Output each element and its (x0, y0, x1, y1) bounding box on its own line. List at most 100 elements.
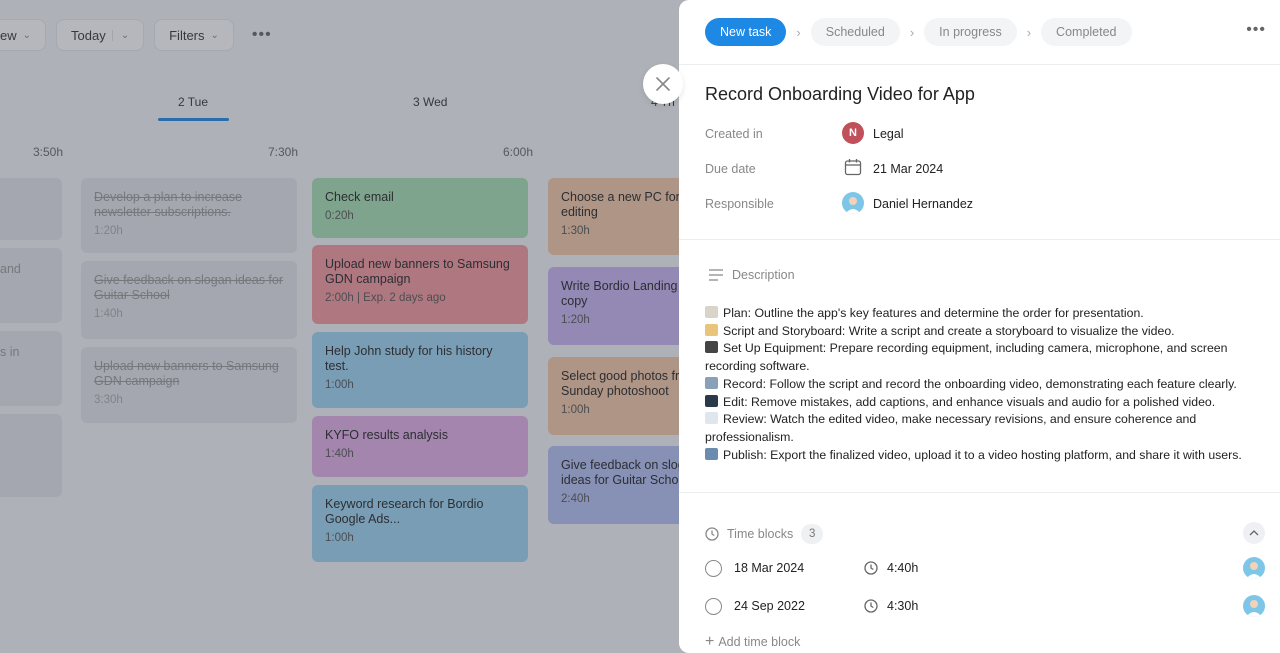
description-label: Description (732, 268, 795, 282)
chevron-down-icon: ⌄ (22, 29, 32, 41)
task-card[interactable]: s in (0, 331, 62, 406)
chevron-down-icon: ⌄ (111, 29, 129, 41)
task-card-title: Help John study for his history test. (325, 344, 493, 373)
view-select-label: ew (0, 27, 17, 43)
task-card-duration: 1:00h (325, 532, 354, 544)
more-options-icon[interactable]: ••• (1246, 21, 1266, 38)
description-line: Plan: Outline the app's key features and… (705, 305, 1265, 323)
task-card[interactable]: Give feedback on slogan ideas for Guitar… (81, 261, 297, 339)
task-card[interactable]: Write Bordio Landing copy 1:20h (548, 267, 698, 345)
arrow-right-icon (705, 447, 718, 460)
task-card-duration: 1:00h (325, 379, 354, 391)
task-card-title: KYFO results analysis (325, 428, 448, 442)
time-block-row[interactable]: 18 Mar 2024 4:40h (705, 557, 1265, 579)
status-step-scheduled[interactable]: Scheduled (810, 18, 900, 46)
time-block-date: 24 Sep 2022 (734, 599, 805, 613)
task-card-title: Develop a plan to increase newsletter su… (94, 190, 243, 219)
task-card-title: Give feedback on slogan ideas for Guitar… (94, 273, 284, 302)
time-block-row[interactable]: 24 Sep 2022 4:30h (705, 595, 1265, 617)
description-header: Description (709, 268, 795, 282)
task-card[interactable]: Check email 0:20h (312, 178, 528, 238)
task-card[interactable]: Select good photos fr Sunday photoshoot … (548, 357, 698, 435)
responsible-value[interactable]: Daniel Hernandez (873, 197, 974, 211)
chevron-right-icon: › (1026, 24, 1032, 40)
task-card-duration: 3:30h (94, 394, 123, 406)
task-card-title: Give feedback on slog ideas for Guitar S… (561, 458, 685, 487)
task-card[interactable]: and (0, 248, 62, 323)
avatar (1243, 557, 1265, 579)
project-badge: N (842, 122, 864, 144)
task-card-duration: 1:40h (94, 308, 123, 320)
add-time-block-label: Add time block (718, 635, 801, 649)
task-card-duration: 2:00h | Exp. 2 days ago (325, 292, 446, 304)
add-time-block-button[interactable]: + Add time block (705, 633, 800, 651)
day-tab[interactable]: 3 Wed (413, 95, 448, 109)
task-card-duration: 2:40h (561, 493, 590, 505)
calendar-icon (842, 156, 864, 178)
time-blocks-count: 3 (801, 524, 824, 544)
time-blocks-header: Time blocks 3 (705, 524, 824, 544)
task-card-title: Choose a new PC for editing (561, 190, 680, 219)
due-date-label: Due date (705, 162, 756, 176)
time-block-checkbox[interactable] (705, 559, 722, 577)
status-step-completed[interactable]: Completed (1041, 18, 1132, 46)
task-card[interactable] (0, 414, 62, 497)
task-card-duration: 1:40h (325, 448, 354, 460)
chevron-up-icon (1249, 530, 1259, 536)
task-card-duration: 1:00h (561, 404, 590, 416)
task-card[interactable]: Keyword research for Bordio Google Ads..… (312, 485, 528, 562)
close-panel-button[interactable] (643, 64, 683, 104)
due-date-value[interactable]: 21 Mar 2024 (873, 162, 944, 176)
text-lines-icon (709, 269, 723, 281)
status-step-new-task[interactable]: New task (705, 18, 787, 46)
description-line: Set Up Equipment: Prepare recording equi… (705, 341, 1228, 374)
memo-icon (705, 323, 718, 336)
task-card-title: s in (0, 345, 20, 359)
task-card[interactable]: Help John study for his history test. 1:… (312, 332, 528, 408)
task-card[interactable] (0, 178, 62, 240)
clock-icon (864, 561, 878, 575)
close-icon (656, 77, 670, 91)
chevron-right-icon: › (796, 24, 801, 40)
chevron-right-icon: › (909, 24, 915, 40)
task-card-duration: 1:20h (561, 314, 590, 326)
toolbar-more-icon[interactable]: ••• (251, 26, 272, 43)
task-detail-panel: New task › Scheduled › In progress › Com… (679, 0, 1280, 653)
plus-icon: + (705, 633, 715, 650)
task-card-title: Upload new banners to Samsung GDN campai… (325, 257, 510, 286)
today-button[interactable]: Today ⌄ (56, 19, 145, 51)
task-card[interactable]: Upload new banners to Samsung GDN campai… (312, 245, 528, 324)
description-line: Script and Storyboard: Write a script an… (705, 323, 1265, 341)
monitor-icon (705, 394, 718, 407)
task-card[interactable]: KYFO results analysis 1:40h (312, 416, 528, 477)
task-card[interactable]: Develop a plan to increase newsletter su… (81, 178, 297, 253)
description-text[interactable]: Plan: Outline the app's key features and… (705, 305, 1265, 464)
task-card-title: Write Bordio Landing copy (561, 279, 678, 308)
filters-button[interactable]: Filters ⌄ (154, 19, 234, 51)
task-card[interactable]: Choose a new PC for editing 1:30h (548, 178, 698, 255)
notepad-icon (705, 306, 718, 318)
task-card[interactable]: Give feedback on slog ideas for Guitar S… (548, 446, 698, 524)
status-step-in-progress[interactable]: In progress (924, 18, 1017, 46)
avatar (842, 192, 864, 214)
created-in-value[interactable]: Legal (873, 127, 904, 141)
speech-bubble-icon (705, 412, 718, 425)
collapse-button[interactable] (1243, 522, 1265, 544)
task-card-title: Select good photos fr Sunday photoshoot (561, 369, 680, 398)
time-block-duration: 4:40h (864, 561, 918, 575)
task-card[interactable]: Upload new banners to Samsung GDN campai… (81, 347, 297, 423)
description-line: Review: Watch the edited video, make nec… (705, 412, 1197, 444)
chevron-down-icon: ⌄ (210, 29, 219, 41)
time-total: 6:00h (503, 145, 534, 159)
task-title[interactable]: Record Onboarding Video for App (705, 84, 975, 104)
camera-icon (705, 341, 718, 354)
clock-icon (864, 599, 878, 613)
time-block-duration: 4:30h (864, 599, 918, 613)
day-tab[interactable]: 2 Tue (178, 95, 209, 109)
task-card-duration: 1:20h (94, 225, 123, 237)
view-select[interactable]: ew ⌄ (0, 19, 47, 51)
task-card-duration: 0:20h (325, 210, 354, 222)
responsible-label: Responsible (705, 197, 774, 211)
time-block-checkbox[interactable] (705, 597, 722, 615)
status-steps: New task › Scheduled › In progress › Com… (705, 18, 1132, 46)
